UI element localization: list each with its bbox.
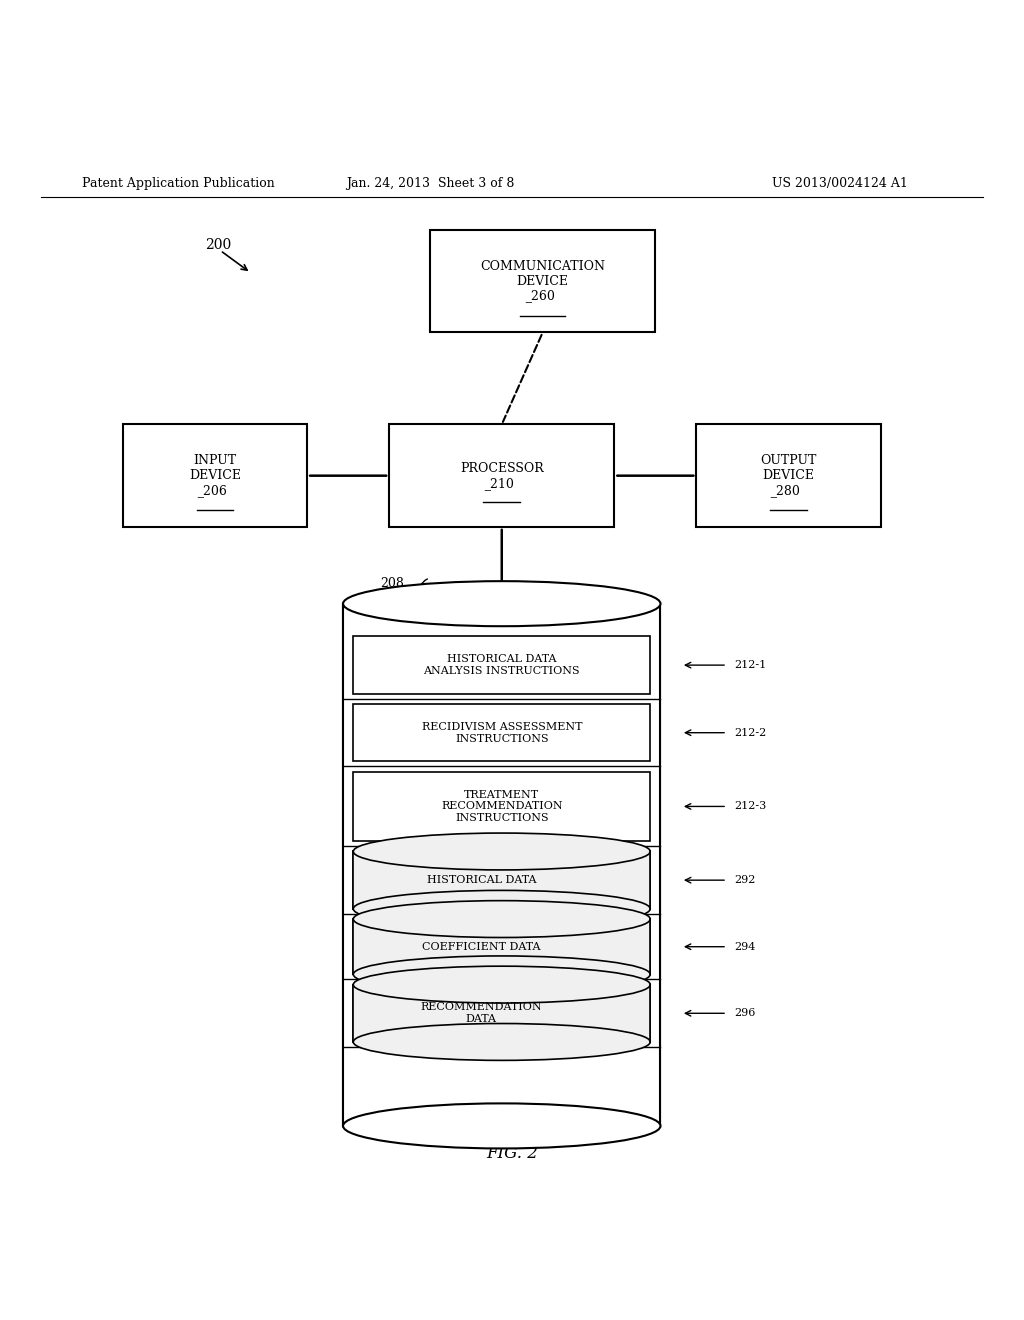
FancyBboxPatch shape [430, 230, 655, 333]
Text: RECOMMENDATION
DATA: RECOMMENDATION DATA [421, 1002, 542, 1024]
Text: 292: 292 [734, 875, 756, 886]
Bar [353, 704, 650, 762]
Text: FIG. 2: FIG. 2 [486, 1144, 538, 1162]
Bar [353, 919, 650, 974]
FancyBboxPatch shape [696, 425, 881, 527]
Bar [353, 851, 650, 909]
Text: HISTORICAL DATA
ANALYSIS INSTRUCTIONS: HISTORICAL DATA ANALYSIS INSTRUCTIONS [424, 655, 580, 676]
Ellipse shape [343, 581, 660, 626]
Ellipse shape [343, 1104, 660, 1148]
Text: Patent Application Publication: Patent Application Publication [82, 177, 274, 190]
Text: 212-2: 212-2 [734, 727, 766, 738]
Text: 200: 200 [205, 239, 231, 252]
Text: Jan. 24, 2013  Sheet 3 of 8: Jan. 24, 2013 Sheet 3 of 8 [346, 177, 514, 190]
Text: US 2013/0024124 A1: US 2013/0024124 A1 [772, 177, 907, 190]
Text: 208: 208 [381, 577, 404, 590]
Text: 294: 294 [734, 941, 756, 952]
Ellipse shape [353, 900, 650, 937]
Text: 212-3: 212-3 [734, 801, 766, 812]
FancyBboxPatch shape [389, 425, 614, 527]
Ellipse shape [353, 966, 650, 1003]
Text: TREATMENT
RECOMMENDATION
INSTRUCTIONS: TREATMENT RECOMMENDATION INSTRUCTIONS [441, 789, 562, 824]
Text: RECIDIVISM ASSESSMENT
INSTRUCTIONS: RECIDIVISM ASSESSMENT INSTRUCTIONS [422, 722, 582, 743]
Text: COMMUNICATION
DEVICE
̲260: COMMUNICATION DEVICE ̲260 [480, 260, 605, 302]
Text: COEFFICIENT DATA: COEFFICIENT DATA [422, 941, 541, 952]
Bar [343, 603, 660, 1126]
FancyBboxPatch shape [123, 425, 307, 527]
Text: 296: 296 [734, 1008, 756, 1018]
Bar [353, 985, 650, 1041]
Bar [353, 772, 650, 841]
Text: HISTORICAL DATA: HISTORICAL DATA [427, 875, 536, 886]
Text: 212-1: 212-1 [734, 660, 766, 671]
Text: INPUT
DEVICE
̲206: INPUT DEVICE ̲206 [189, 454, 241, 498]
Text: OUTPUT
DEVICE
̲280: OUTPUT DEVICE ̲280 [760, 454, 817, 498]
Ellipse shape [353, 891, 650, 927]
Ellipse shape [353, 956, 650, 993]
Ellipse shape [353, 833, 650, 870]
Ellipse shape [353, 1023, 650, 1060]
Text: PROCESSOR
̲210: PROCESSOR ̲210 [460, 462, 544, 490]
Bar [353, 636, 650, 694]
